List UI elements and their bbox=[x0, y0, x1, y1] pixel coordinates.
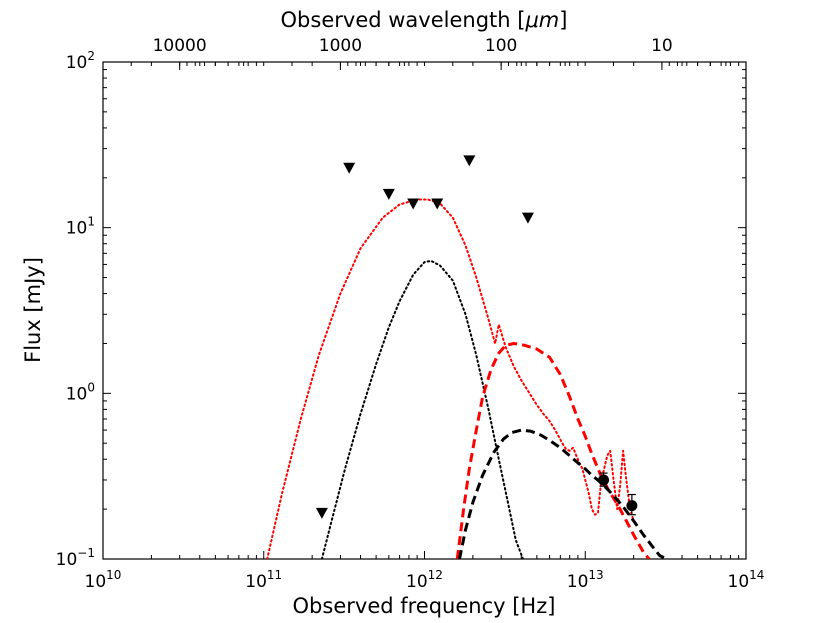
upper-limit-marker-5 bbox=[463, 155, 476, 167]
top-tick-label-2: 100 bbox=[485, 36, 517, 56]
series-line-3 bbox=[458, 428, 668, 559]
detection-marker-0 bbox=[598, 474, 610, 486]
series-line-1 bbox=[320, 259, 524, 559]
top-axis-ticks: 10000 1000 100 10 bbox=[130, 36, 747, 70]
top-tick-label-0: 10000 bbox=[153, 36, 207, 56]
markers-layer bbox=[315, 155, 638, 519]
y-tick-label-0-exponent: −1 bbox=[77, 546, 95, 560]
y-tick-label-2-base: 10 bbox=[66, 219, 88, 239]
y-tick-label-0: 10−1 bbox=[56, 546, 95, 570]
y-axis-title: Flux [mJy] bbox=[21, 257, 45, 363]
y-tick-label-1: 100 bbox=[66, 380, 95, 404]
top-axis-title-prefix: Observed wavelength [ bbox=[281, 8, 526, 32]
series-layer bbox=[266, 198, 668, 559]
x-tick-label-4: 1014 bbox=[728, 568, 765, 592]
y-tick-label-3-base: 10 bbox=[66, 53, 88, 73]
x-axis-title: Observed frequency [Hz] bbox=[293, 594, 556, 618]
upper-limit-marker-2 bbox=[382, 188, 395, 200]
upper-limit-marker-0 bbox=[315, 507, 328, 519]
y-tick-label-1-exponent: 0 bbox=[87, 380, 95, 394]
upper-limit-marker-1 bbox=[343, 162, 356, 174]
detection-marker-1 bbox=[626, 500, 638, 512]
x-tick-label-1: 1011 bbox=[245, 568, 282, 592]
upper-limit-marker-3 bbox=[407, 198, 420, 210]
x-tick-label-0: 1010 bbox=[85, 568, 122, 592]
x-tick-label-2: 1012 bbox=[406, 568, 443, 592]
top-axis-title-suffix: ] bbox=[559, 8, 567, 32]
x-tick-label-0-exponent: 10 bbox=[106, 568, 121, 582]
top-tick-label-1: 1000 bbox=[319, 36, 362, 56]
y-tick-label-0-base: 10 bbox=[56, 550, 78, 570]
x-tick-label-2-base: 10 bbox=[406, 572, 428, 592]
y-tick-label-2-exponent: 1 bbox=[87, 215, 95, 229]
upper-limit-marker-6 bbox=[521, 212, 534, 224]
y-tick-label-1-base: 10 bbox=[66, 384, 88, 404]
plot-frame bbox=[102, 61, 747, 560]
upper-limit-marker-4 bbox=[431, 198, 444, 210]
x-tick-label-1-exponent: 11 bbox=[267, 568, 282, 582]
x-tick-label-2-exponent: 12 bbox=[428, 568, 443, 582]
x-axis-ticks: 1010 1011 1012 1013 1014 bbox=[85, 62, 765, 592]
top-tick-label-3: 10 bbox=[651, 36, 673, 56]
x-tick-label-3: 1013 bbox=[567, 568, 604, 592]
series-line-2 bbox=[455, 342, 651, 559]
top-axis-title-unit: μm bbox=[524, 8, 559, 32]
x-tick-label-0-base: 10 bbox=[85, 572, 107, 592]
x-tick-label-3-exponent: 13 bbox=[588, 568, 603, 582]
y-tick-label-3-exponent: 2 bbox=[87, 49, 95, 63]
x-tick-label-4-base: 10 bbox=[728, 572, 750, 592]
x-tick-label-4-exponent: 14 bbox=[749, 568, 764, 582]
series-line-0 bbox=[266, 198, 635, 559]
y-tick-label-3: 102 bbox=[66, 49, 95, 73]
x-tick-label-1-base: 10 bbox=[245, 572, 267, 592]
x-tick-label-3-base: 10 bbox=[567, 572, 589, 592]
top-axis-title: Observed wavelength [μm] bbox=[281, 8, 568, 32]
y-tick-label-2: 101 bbox=[66, 215, 95, 239]
